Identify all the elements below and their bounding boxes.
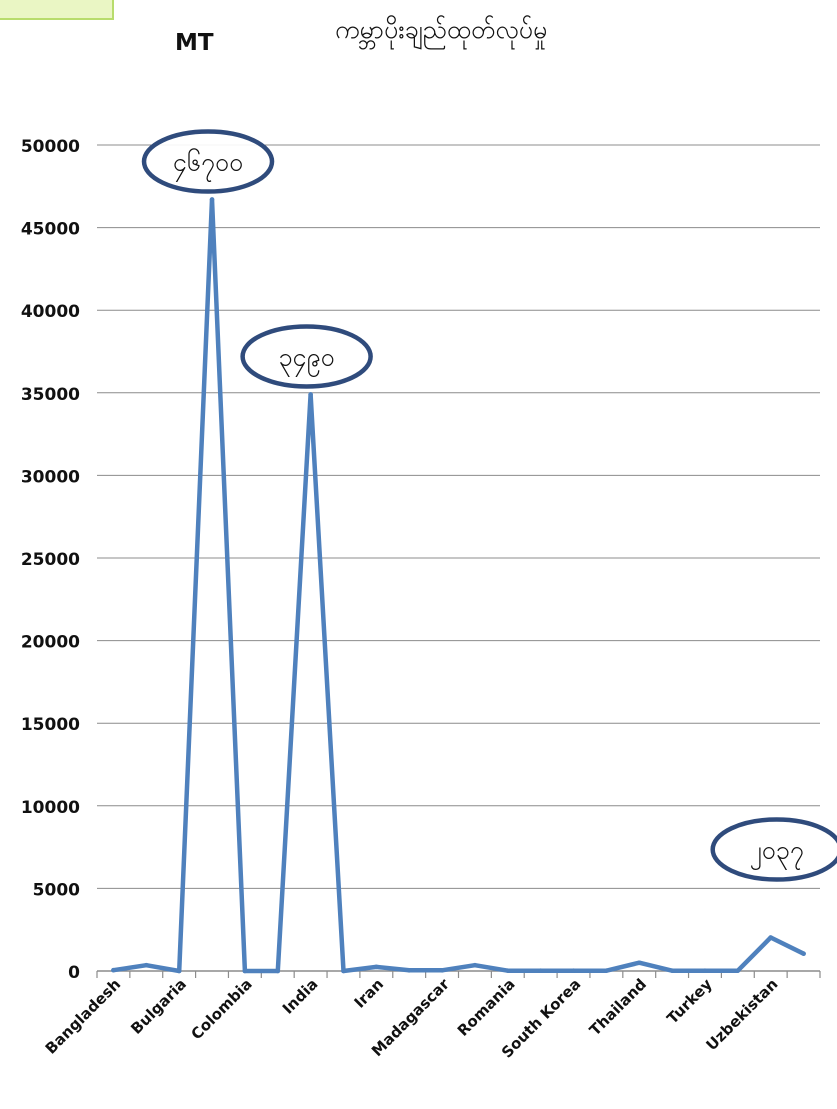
data-point xyxy=(472,962,478,968)
y-axis-tick-labels: 0 5000 10000 15000 20000 25000 30000 35000 40000… xyxy=(21,137,80,983)
annotation-label: ၄၆၇၀၀ xyxy=(173,148,243,182)
x-tick-label: Colombia xyxy=(188,975,256,1043)
data-point xyxy=(768,935,774,940)
data-point xyxy=(604,968,609,973)
data-point xyxy=(538,968,543,973)
y-tick-label: 40000 xyxy=(21,302,80,322)
annotation-label: ၃၄၉၀ xyxy=(278,342,334,376)
data-point xyxy=(143,962,149,968)
data-point xyxy=(242,968,248,974)
chart-title: ကမ္ဘာပိုးချည်ထုတ်လုပ်မှု xyxy=(335,15,548,44)
x-tick-label: Bulgaria xyxy=(127,975,190,1038)
y-tick-label: 45000 xyxy=(21,220,80,240)
annotation-ellipse xyxy=(710,817,837,882)
data-point xyxy=(505,968,511,973)
data-point xyxy=(702,968,708,973)
y-tick-label: 0 xyxy=(68,963,80,983)
y-tick-label: 35000 xyxy=(21,385,80,405)
annotation-ellipse xyxy=(141,129,275,194)
x-tick-label: Thailand xyxy=(586,975,650,1039)
data-series xyxy=(111,197,806,974)
data-point xyxy=(111,967,116,973)
y-tick-label: 50000 xyxy=(21,137,80,157)
y-tick-label: 10000 xyxy=(21,798,80,818)
series-line xyxy=(111,197,806,974)
x-tick-label: Iran xyxy=(351,975,388,1012)
y-tick-label: 15000 xyxy=(21,715,80,735)
data-point xyxy=(571,968,576,973)
data-point xyxy=(801,951,806,956)
annotation-ellipse xyxy=(240,324,373,389)
y-tick-label: 30000 xyxy=(21,467,80,487)
x-tick-label: India xyxy=(279,975,322,1018)
data-point xyxy=(636,960,642,966)
data-point xyxy=(406,968,412,973)
x-tick-label: Romania xyxy=(454,975,519,1040)
data-point xyxy=(735,968,741,973)
data-point xyxy=(439,968,445,973)
unit-label: MT xyxy=(175,30,214,56)
y-tick-label: 25000 xyxy=(21,550,80,570)
data-point xyxy=(176,968,182,974)
x-tick-label: Turkey xyxy=(663,975,716,1028)
data-point xyxy=(374,964,379,970)
x-tick-label: Bangladesh xyxy=(42,975,125,1058)
y-tick-label: 20000 xyxy=(21,633,80,653)
data-point xyxy=(669,968,675,973)
data-point xyxy=(308,392,313,397)
data-point xyxy=(209,197,215,202)
annotation-label: ၂၀၃၇ xyxy=(749,836,803,870)
gridlines xyxy=(97,144,820,889)
data-point xyxy=(341,968,346,974)
y-tick-label: 5000 xyxy=(33,880,80,900)
data-point xyxy=(275,968,281,974)
header-accent-box xyxy=(0,0,114,20)
